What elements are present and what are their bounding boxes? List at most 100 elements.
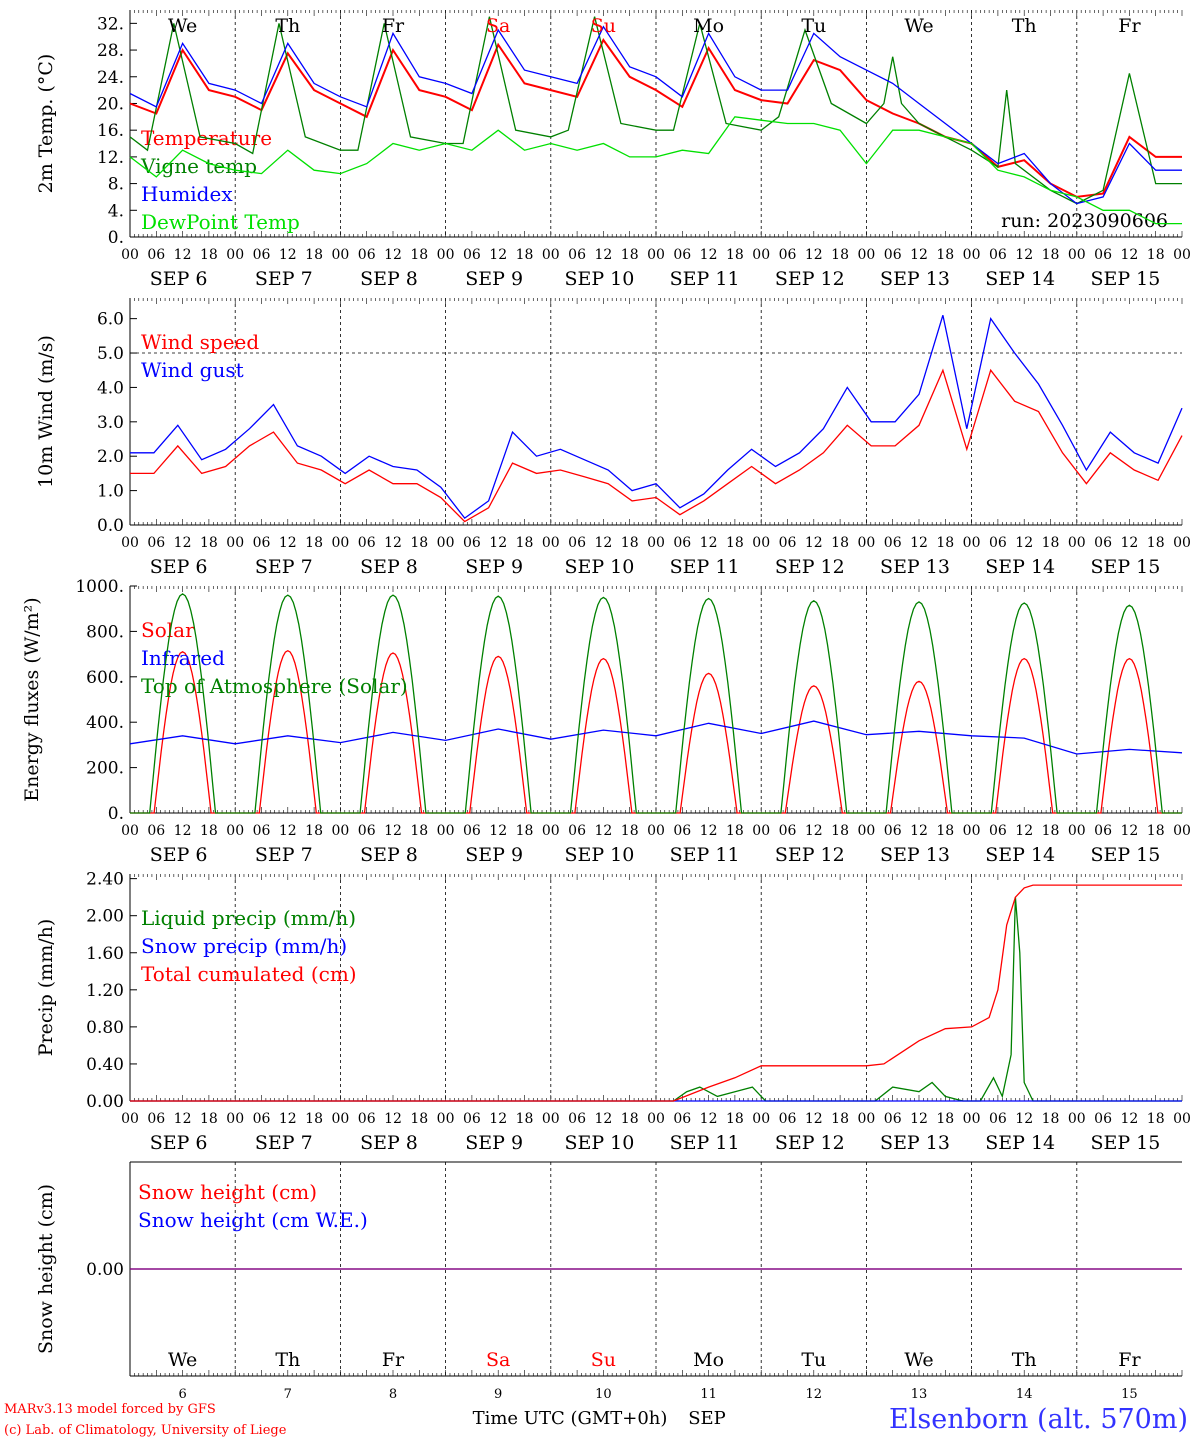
day-name: Su — [591, 15, 616, 37]
hour-label: 06 — [673, 1111, 691, 1127]
hour-label: 18 — [726, 823, 744, 839]
y-tick-label: 0.00 — [86, 1092, 124, 1112]
hour-label: 00 — [331, 247, 349, 263]
hour-label: 12 — [805, 1111, 823, 1127]
hour-label: 12 — [174, 247, 192, 263]
hour-label: 18 — [621, 247, 639, 263]
hour-label: 18 — [936, 247, 954, 263]
hour-label: 00 — [1068, 1111, 1086, 1127]
y-tick-label: 20. — [97, 94, 124, 114]
hour-label: 12 — [174, 823, 192, 839]
hour-label: 06 — [147, 535, 165, 551]
date-label: SEP 9 — [465, 844, 523, 866]
hour-label: 06 — [358, 1111, 376, 1127]
hour-label: 00 — [963, 247, 981, 263]
hour-label: 18 — [726, 1111, 744, 1127]
hour-label: 18 — [1042, 823, 1060, 839]
hour-label: 06 — [884, 247, 902, 263]
hour-label: 00 — [1173, 247, 1191, 263]
legend-entry: Total cumulated (cm) — [141, 962, 357, 986]
hour-label: 06 — [358, 247, 376, 263]
legend-entry: DewPoint Temp — [141, 210, 300, 234]
y-tick-label: 0.0 — [97, 516, 124, 536]
hour-label: 06 — [568, 1111, 586, 1127]
y-tick-label: 2.40 — [86, 870, 124, 890]
y-tick-label: 1000. — [75, 577, 124, 597]
date-label: SEP 12 — [775, 268, 845, 290]
hour-label: 06 — [568, 823, 586, 839]
hour-label: 18 — [305, 1111, 323, 1127]
hour-label: 12 — [700, 247, 718, 263]
hour-label: 18 — [936, 1111, 954, 1127]
hour-label: 12 — [910, 823, 928, 839]
hour-label: 12 — [1015, 535, 1033, 551]
date-label: SEP 8 — [360, 1132, 418, 1154]
hour-label: 06 — [779, 823, 797, 839]
hour-label: 00 — [331, 1111, 349, 1127]
day-number: 7 — [284, 1387, 292, 1402]
y-tick-label: 0.00 — [86, 1260, 124, 1280]
hour-label: 00 — [226, 247, 244, 263]
hour-label: 18 — [200, 535, 218, 551]
hour-label: 00 — [752, 247, 770, 263]
hour-label: 06 — [147, 247, 165, 263]
day-name: Mo — [693, 15, 724, 37]
hour-label: 06 — [989, 535, 1007, 551]
run-label: run: 2023090606 — [1001, 210, 1168, 232]
x-axis-month: SEP — [688, 1408, 726, 1429]
date-label: SEP 15 — [1090, 1132, 1160, 1154]
date-label: SEP 9 — [465, 556, 523, 578]
hour-label: 00 — [647, 247, 665, 263]
credit-line-2: (c) Lab. of Climatology, University of L… — [4, 1423, 287, 1438]
hour-label: 00 — [437, 1111, 455, 1127]
hour-label: 00 — [1173, 1111, 1191, 1127]
date-label: SEP 9 — [465, 1132, 523, 1154]
hour-label: 12 — [805, 535, 823, 551]
hour-label: 06 — [884, 1111, 902, 1127]
hour-label: 06 — [673, 535, 691, 551]
date-label: SEP 7 — [255, 268, 313, 290]
date-label: SEP 13 — [880, 556, 950, 578]
hour-label: 12 — [1015, 247, 1033, 263]
hour-label: 12 — [489, 535, 507, 551]
panel-4: 0.00 0.40 0.80 1.20 1.60 2.00 2.40 Precip (mm/h… — [35, 870, 1191, 1154]
hour-label: 06 — [884, 823, 902, 839]
series-line-temperature — [129, 38, 1182, 198]
credit-line-1: MARv3.13 model forced by GFS — [4, 1402, 216, 1417]
hour-label: 12 — [594, 1111, 612, 1127]
day-name: Th — [275, 15, 300, 37]
series-line-humidex — [129, 25, 1182, 205]
hour-label: 12 — [910, 1111, 928, 1127]
hour-label: 18 — [1147, 823, 1165, 839]
hour-label: 00 — [226, 535, 244, 551]
day-number: 11 — [700, 1387, 717, 1402]
hour-label: 18 — [1042, 535, 1060, 551]
hour-label: 12 — [910, 247, 928, 263]
day-number: 8 — [389, 1387, 397, 1402]
hour-label: 00 — [542, 247, 560, 263]
hour-label: 18 — [305, 535, 323, 551]
hour-label: 06 — [779, 1111, 797, 1127]
series-line-wind-speed — [130, 368, 1183, 523]
hour-label: 00 — [542, 823, 560, 839]
hour-label: 12 — [805, 823, 823, 839]
date-label: SEP 12 — [775, 1132, 845, 1154]
hour-label: 00 — [226, 823, 244, 839]
hour-label: 00 — [647, 1111, 665, 1127]
hour-label: 18 — [936, 535, 954, 551]
series-line-dewpoint-temp — [129, 116, 1182, 225]
hour-label: 12 — [489, 247, 507, 263]
hour-label: 18 — [831, 535, 849, 551]
date-label: SEP 7 — [255, 844, 313, 866]
hour-label: 12 — [1120, 823, 1138, 839]
hour-label: 06 — [253, 535, 271, 551]
hour-label: 00 — [121, 535, 139, 551]
date-label: SEP 14 — [985, 556, 1055, 578]
hour-label: 12 — [279, 535, 297, 551]
date-label: SEP 6 — [150, 556, 208, 578]
y-tick-label: 4. — [108, 201, 124, 221]
y-axis-title: 2m Temp. (°C) — [35, 54, 57, 194]
hour-label: 00 — [857, 823, 875, 839]
y-tick-label: 2.00 — [86, 907, 124, 927]
date-label: SEP 15 — [1090, 556, 1160, 578]
